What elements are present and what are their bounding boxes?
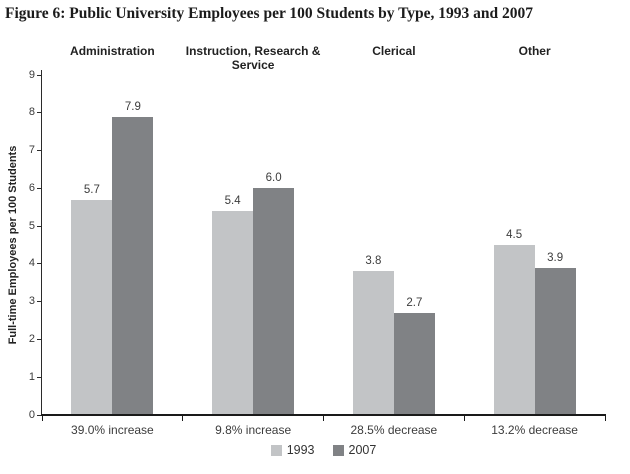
bar-value-1993-other: 4.5	[506, 229, 523, 241]
y-axis-line	[41, 70, 42, 415]
legend-label-2007: 2007	[348, 443, 377, 457]
y-tick-3	[37, 301, 41, 303]
category-header-instruction-research-service: Instruction, Research & Service	[185, 44, 321, 72]
y-tick-8	[37, 112, 41, 114]
category-header-other: Other	[518, 44, 551, 58]
legend-label-1993: 1993	[286, 443, 315, 457]
category-header-administration: Administration	[70, 44, 155, 58]
y-tick-label-5: 5	[28, 219, 35, 232]
bar-value-2007-clerical: 2.7	[406, 297, 423, 309]
x-tick-2	[323, 416, 324, 421]
y-tick-9	[37, 74, 41, 76]
bar-value-2007-other: 3.9	[547, 251, 564, 264]
y-tick-2	[37, 338, 41, 340]
legend: 1993 2007	[42, 443, 605, 457]
legend-item-2007: 2007	[332, 443, 377, 457]
x-tick-1	[182, 416, 184, 421]
y-tick-0	[37, 414, 41, 416]
legend-item-1993: 1993	[270, 443, 315, 457]
bar-value-2007-administration: 7.9	[124, 100, 141, 113]
bar-1993-other	[493, 245, 535, 415]
bar-2007-administration	[112, 116, 154, 415]
bar-value-2007-instruction-research-service: 6.0	[265, 172, 282, 185]
legend-swatch-1993	[270, 444, 282, 456]
figure-title: Figure 6: Public University Employees pe…	[5, 5, 534, 22]
x-tick-3	[463, 416, 465, 421]
y-tick-5	[37, 225, 41, 227]
legend-swatch-2007	[332, 444, 344, 456]
x-tick-4	[604, 416, 606, 421]
y-tick-label-1: 1	[28, 370, 35, 383]
bar-1993-clerical	[352, 271, 394, 415]
x-tick-0	[41, 416, 43, 421]
change-label-administration: 39.0% increase	[71, 423, 154, 437]
y-tick-label-0: 0	[28, 408, 35, 421]
bar-2007-clerical	[393, 313, 435, 415]
change-label-clerical: 28.5% decrease	[350, 423, 438, 437]
bar-1993-instruction-research-service	[212, 211, 254, 415]
y-tick-label-6: 6	[28, 181, 35, 194]
y-tick-label-2: 2	[28, 332, 35, 345]
y-tick-label-9: 9	[28, 68, 35, 81]
bar-2007-instruction-research-service	[253, 188, 295, 415]
change-label-other: 13.2% decrease	[491, 423, 578, 437]
y-axis-title: Full-time Employees per 100 Students	[7, 145, 19, 345]
y-tick-7	[37, 150, 41, 152]
x-axis-line	[41, 414, 606, 416]
bar-1993-administration	[71, 199, 113, 415]
bar-value-1993-administration: 5.7	[83, 183, 100, 196]
y-tick-label-7: 7	[28, 144, 35, 157]
y-tick-4	[37, 263, 41, 265]
bar-value-1993-instruction-research-service: 5.4	[224, 195, 241, 207]
y-tick-label-8: 8	[28, 106, 35, 119]
bar-2007-other	[534, 267, 576, 415]
y-tick-6	[37, 187, 41, 189]
y-tick-1	[37, 376, 41, 378]
category-header-clerical: Clerical	[372, 44, 416, 58]
bar-value-1993-clerical: 3.8	[365, 255, 382, 268]
y-tick-label-4: 4	[28, 257, 35, 270]
change-label-instruction-research-service: 9.8% increase	[215, 423, 292, 437]
y-tick-label-3: 3	[28, 295, 35, 308]
